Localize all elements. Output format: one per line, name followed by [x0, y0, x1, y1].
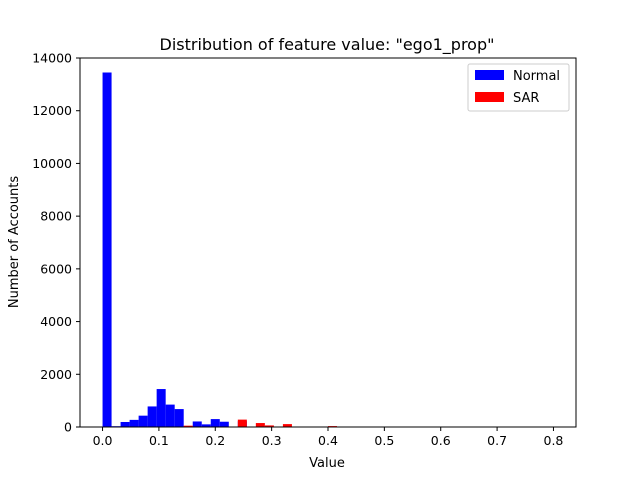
y-axis-ticks: 0 2000 4000 6000 8000 10000 12000 14000 [32, 51, 80, 435]
legend-swatch-normal [475, 70, 504, 80]
x-tick-label: 0.7 [487, 433, 507, 448]
x-tick-label: 0.5 [374, 433, 394, 448]
normal-bar [219, 421, 229, 427]
plot-frame [79, 57, 577, 428]
y-tick-label: 2000 [40, 367, 72, 382]
legend-label-normal: Normal [513, 69, 560, 84]
x-axis-label: Value [309, 456, 345, 471]
normal-bar [129, 419, 139, 427]
normal-series-bars [102, 72, 247, 427]
sar-bar [264, 425, 274, 427]
x-tick-label: 0.6 [431, 433, 451, 448]
sar-bar [237, 419, 247, 427]
x-tick-label: 0.1 [149, 433, 169, 448]
normal-bar [156, 389, 166, 427]
x-tick-label: 0.4 [318, 433, 338, 448]
y-tick-label: 12000 [32, 103, 72, 118]
y-tick-label: 0 [64, 420, 72, 435]
x-tick-label: 0.2 [205, 433, 225, 448]
y-tick-label: 4000 [40, 314, 72, 329]
sar-bar [255, 423, 265, 427]
normal-bar [201, 424, 211, 427]
legend-swatch-sar [475, 92, 504, 102]
sar-bar [183, 425, 193, 427]
y-tick-label: 6000 [40, 261, 72, 276]
normal-bar [102, 72, 112, 427]
y-tick-label: 14000 [32, 51, 72, 66]
normal-bar [192, 421, 202, 427]
chart-title: Distribution of feature value: "ego1_pro… [160, 35, 495, 55]
x-tick-label: 0.0 [93, 433, 113, 448]
sar-bar [282, 424, 292, 427]
normal-bar [165, 404, 175, 427]
y-tick-label: 8000 [40, 209, 72, 224]
legend: Normal SAR [467, 63, 570, 112]
legend-label-sar: SAR [513, 91, 539, 106]
normal-bar [147, 406, 157, 427]
x-tick-label: 0.3 [262, 433, 282, 448]
y-tick-label: 10000 [32, 156, 72, 171]
normal-bar [210, 419, 220, 427]
normal-bar [138, 415, 148, 427]
normal-bar [120, 421, 130, 427]
plot-area [79, 57, 577, 428]
x-axis-ticks: 0.0 0.1 0.2 0.3 0.4 0.5 0.6 0.7 0.8 [93, 427, 564, 448]
normal-bar [174, 409, 184, 427]
y-axis-label: Number of Accounts [7, 176, 22, 309]
x-tick-label: 0.8 [544, 433, 564, 448]
